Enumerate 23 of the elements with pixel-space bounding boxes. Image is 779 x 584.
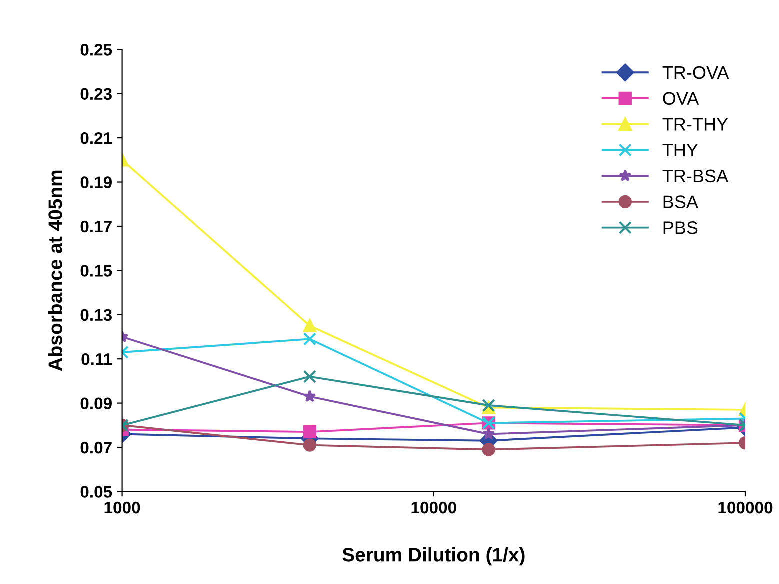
y-tick-label: 0.11 — [82, 354, 112, 366]
y-axis-title: Absorbance at 405nm — [48, 170, 62, 372]
x-tick-label: 100000 — [718, 502, 773, 514]
y-tick-label: 0.13 — [80, 309, 112, 322]
x-axis-title: Serum Dilution (1/x) — [342, 548, 525, 566]
y-tick-label: 0.07 — [80, 442, 112, 454]
x-tick-label: 10000 — [412, 502, 456, 514]
legend-label: THY — [662, 144, 698, 157]
y-tick-label: 0.05 — [80, 486, 112, 498]
y-tick-label: 0.23 — [80, 88, 112, 100]
y-tick-label: 0.17 — [80, 220, 112, 233]
x-tick-label: 1000 — [104, 502, 140, 514]
legend-label: OVA — [663, 92, 700, 106]
y-tick-label: 0.21 — [80, 132, 112, 144]
legend-label: TR-OVA — [662, 66, 730, 80]
y-tick-label: 0.25 — [80, 44, 112, 56]
y-tick-label: 0.15 — [80, 265, 112, 277]
legend-label: TR-THY — [662, 118, 728, 131]
y-tick-label: 0.19 — [80, 176, 112, 188]
legend-label: PBS — [664, 222, 698, 234]
y-tick-label: 0.09 — [80, 398, 112, 410]
legend-label: TR-BSA — [662, 170, 729, 183]
legend-label: BSA — [664, 196, 698, 208]
